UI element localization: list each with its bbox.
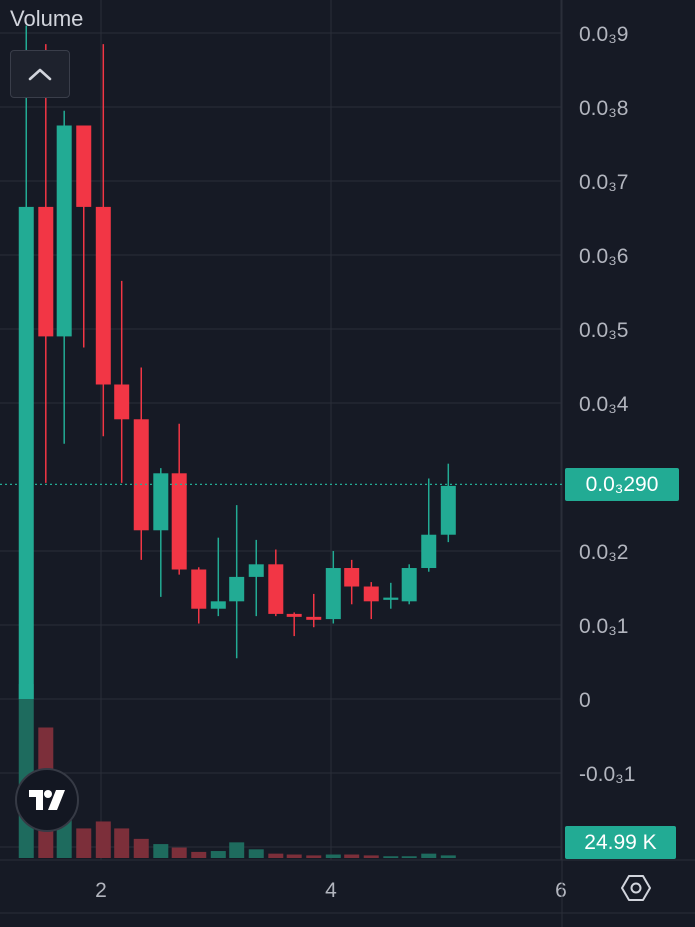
y-tick-label: 0.0₃1 (579, 615, 628, 638)
candle-body (95, 206, 111, 385)
candle-body (268, 564, 284, 614)
volume-bar (286, 854, 302, 858)
volume-bar (325, 854, 341, 858)
volume-bar (248, 849, 264, 858)
candle-body (171, 473, 187, 570)
volume-bar (306, 855, 322, 858)
y-tick-label: 0.0₃7 (579, 171, 628, 194)
volume-bar (153, 844, 169, 858)
volume-bar (76, 828, 92, 858)
last-volume-label: 24.99 K (565, 826, 676, 859)
candle-body (401, 568, 417, 602)
candle-body (306, 616, 322, 620)
tradingview-logo[interactable] (15, 768, 79, 832)
collapse-indicator-button[interactable] (10, 50, 70, 98)
candle-body (363, 586, 379, 602)
candle-body (440, 485, 456, 535)
candle-body (18, 206, 34, 699)
volume-bar (133, 838, 149, 858)
candle-body (248, 564, 264, 577)
volume-bar (421, 853, 437, 858)
candle-body (210, 601, 226, 609)
volume-bar (363, 855, 379, 858)
candle-body (383, 597, 399, 600)
y-tick-label: 0.0₃6 (579, 245, 628, 268)
tradingview-logo-icon (29, 790, 65, 810)
x-tick-label: 4 (325, 879, 337, 902)
candle-body (133, 419, 149, 531)
volume-bar (171, 847, 187, 858)
y-tick-label: 0.0₃2 (579, 541, 628, 564)
candle-body (344, 568, 360, 587)
y-tick-label: 0.0₃4 (579, 393, 629, 416)
candle-body (56, 125, 72, 337)
last-price-label: 0.0₃290 (565, 468, 679, 501)
candle-body (325, 568, 341, 620)
y-tick-label: -0.0₃1 (579, 763, 635, 786)
candle-body (191, 569, 207, 609)
volume-bar (344, 854, 360, 858)
volume-bar (401, 856, 417, 858)
candle-body (38, 206, 54, 337)
hexagon-gear-icon (621, 875, 651, 901)
volume-bar (95, 821, 111, 858)
volume-bar (268, 853, 284, 858)
volume-bar (440, 855, 456, 858)
chart-settings-button[interactable] (618, 870, 654, 906)
volume-indicator-label: Volume (10, 6, 84, 31)
candle-body (114, 384, 130, 420)
y-tick-label: 0 (579, 689, 591, 712)
volume-bar (383, 856, 399, 858)
candle-body (286, 613, 302, 617)
volume-bar (229, 842, 245, 858)
x-tick-label: 2 (95, 879, 107, 902)
candle-body (229, 576, 245, 602)
volume-bar (210, 851, 226, 858)
y-tick-label: 0.0₃5 (579, 319, 628, 342)
candle-body (76, 125, 92, 207)
y-tick-label: 0.0₃9 (579, 23, 628, 46)
volume-bar (114, 828, 130, 858)
candle-body (421, 534, 437, 569)
y-tick-label: 0.0₃8 (579, 97, 628, 120)
x-tick-label: 6 (555, 879, 567, 902)
candle-body (153, 473, 169, 531)
chevron-up-icon (28, 68, 52, 81)
volume-bar (191, 851, 207, 858)
